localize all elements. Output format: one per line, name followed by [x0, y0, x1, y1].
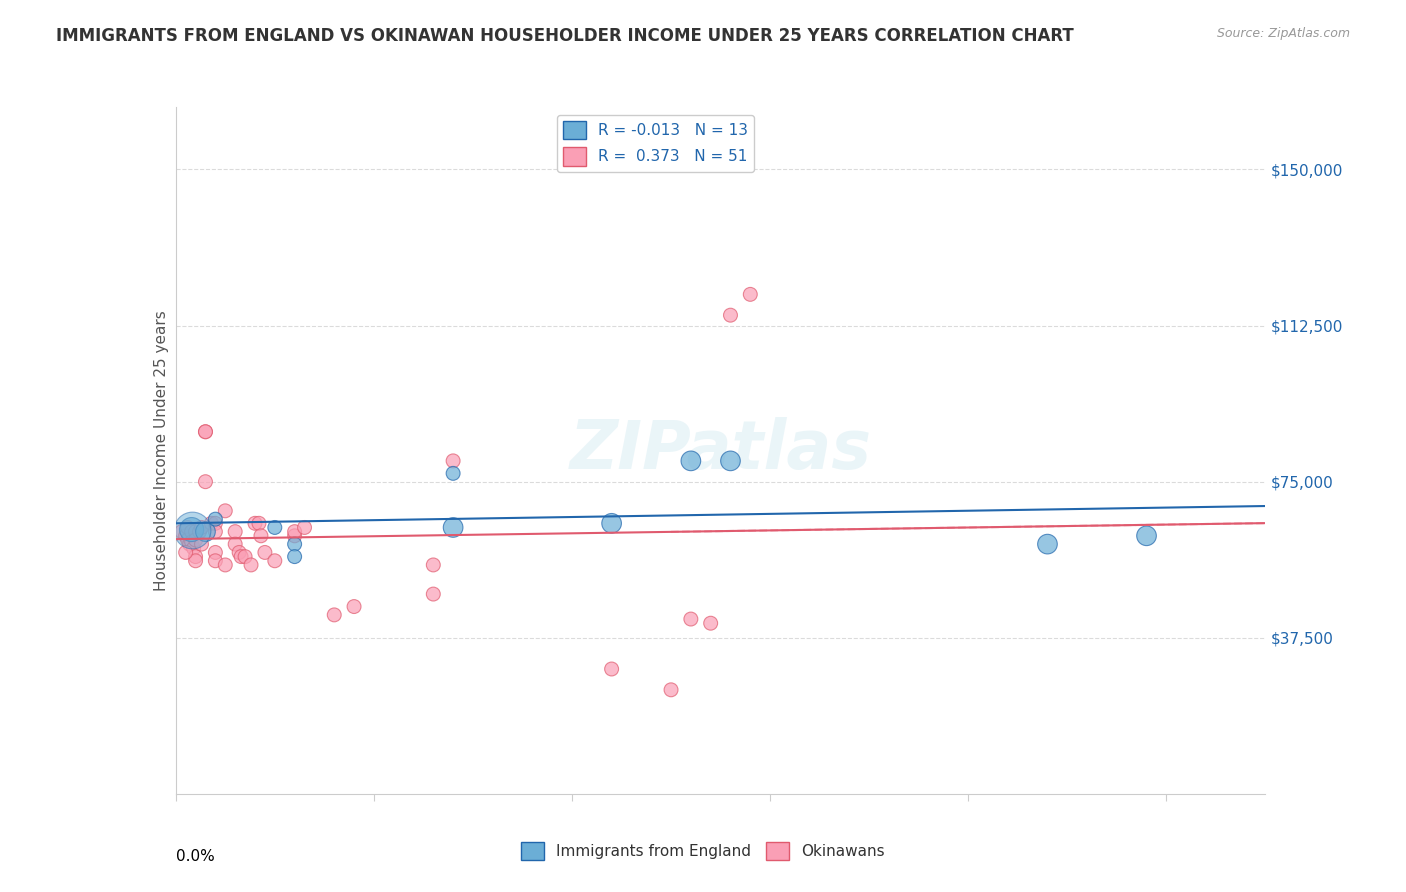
Point	[194, 425, 217, 439]
Point	[422, 587, 444, 601]
Point	[253, 545, 276, 559]
Point	[284, 529, 307, 543]
Point	[1135, 529, 1157, 543]
Legend: R = -0.013   N = 13, R =  0.373   N = 51: R = -0.013 N = 13, R = 0.373 N = 51	[557, 115, 754, 172]
Point	[600, 662, 623, 676]
Point	[228, 545, 250, 559]
Point	[184, 524, 207, 539]
Point	[214, 504, 236, 518]
Point	[204, 524, 226, 539]
Point	[263, 554, 285, 568]
Point	[174, 529, 197, 543]
Point	[231, 549, 253, 564]
Point	[194, 475, 217, 489]
Point	[224, 537, 246, 551]
Point	[180, 524, 202, 539]
Point	[176, 520, 198, 534]
Point	[1036, 537, 1059, 551]
Point	[190, 520, 212, 534]
Point	[699, 616, 721, 631]
Point	[188, 524, 211, 539]
Point	[170, 524, 193, 539]
Point	[441, 454, 464, 468]
Point	[179, 537, 201, 551]
Point	[204, 545, 226, 559]
Point	[720, 454, 742, 468]
Point	[250, 529, 273, 543]
Point	[720, 308, 742, 322]
Point	[284, 549, 307, 564]
Point	[247, 516, 270, 531]
Y-axis label: Householder Income Under 25 years: Householder Income Under 25 years	[153, 310, 169, 591]
Point	[184, 549, 207, 564]
Point	[224, 524, 246, 539]
Point	[200, 516, 222, 531]
Point	[184, 554, 207, 568]
Point	[263, 520, 285, 534]
Point	[204, 554, 226, 568]
Point	[214, 558, 236, 572]
Point	[441, 520, 464, 534]
Point	[740, 287, 762, 301]
Legend: Immigrants from England, Okinawans: Immigrants from England, Okinawans	[515, 836, 891, 866]
Point	[284, 537, 307, 551]
Point	[284, 524, 307, 539]
Point	[240, 558, 263, 572]
Point	[184, 533, 207, 547]
Text: IMMIGRANTS FROM ENGLAND VS OKINAWAN HOUSEHOLDER INCOME UNDER 25 YEARS CORRELATIO: IMMIGRANTS FROM ENGLAND VS OKINAWAN HOUS…	[56, 27, 1074, 45]
Point	[180, 535, 202, 549]
Point	[422, 558, 444, 572]
Point	[441, 467, 464, 481]
Point	[204, 516, 226, 531]
Text: 0.0%: 0.0%	[176, 849, 215, 863]
Point	[343, 599, 366, 614]
Point	[194, 425, 217, 439]
Point	[600, 516, 623, 531]
Point	[194, 524, 217, 539]
Point	[243, 516, 266, 531]
Point	[180, 523, 202, 537]
Point	[180, 523, 202, 537]
Point	[233, 549, 256, 564]
Point	[294, 520, 316, 534]
Text: Source: ZipAtlas.com: Source: ZipAtlas.com	[1216, 27, 1350, 40]
Point	[174, 545, 197, 559]
Point	[183, 541, 205, 556]
Point	[679, 612, 702, 626]
Text: ZIPatlas: ZIPatlas	[569, 417, 872, 483]
Point	[190, 537, 212, 551]
Point	[204, 512, 226, 526]
Point	[323, 607, 346, 622]
Point	[659, 682, 682, 697]
Point	[679, 454, 702, 468]
Point	[176, 533, 198, 547]
